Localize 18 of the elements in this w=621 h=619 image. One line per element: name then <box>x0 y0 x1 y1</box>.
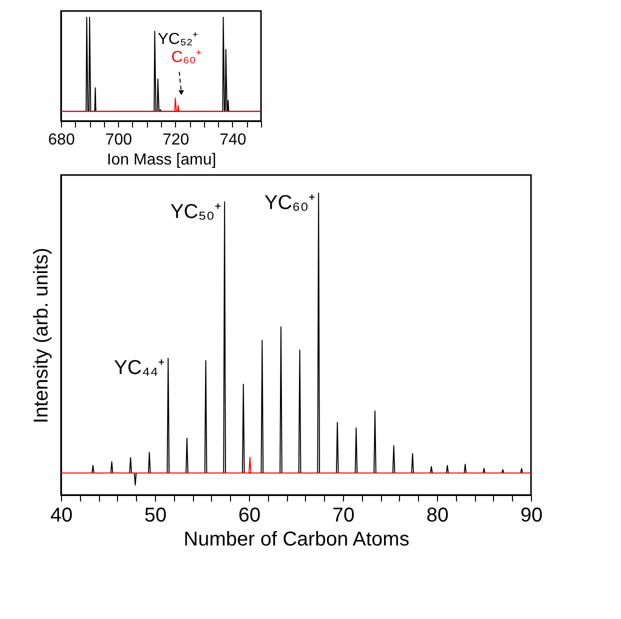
x-tick-label: 60 <box>238 504 261 526</box>
y-axis-title: Intensity (arb. units) <box>30 248 52 424</box>
x-tick-label: 50 <box>144 504 167 526</box>
annotation: YC₅₀⁺ <box>170 200 222 223</box>
annotation: C₆₀⁺ <box>171 49 201 66</box>
x-axis-title: Ion Mass [amu] <box>106 152 216 168</box>
annotation: YC₅₂⁺ <box>158 31 198 48</box>
x-tick-label: 80 <box>426 504 449 526</box>
x-tick-label: 740 <box>220 132 246 148</box>
annotation: YC₆₀⁺ <box>264 192 316 214</box>
x-tick-label: 40 <box>50 504 73 526</box>
x-axis-title: Number of Carbon Atoms <box>184 528 410 550</box>
x-tick-label: 90 <box>520 504 543 526</box>
x-tick-label: 680 <box>48 132 75 148</box>
x-tick-label: 700 <box>105 132 132 148</box>
x-tick-label: 70 <box>332 504 355 526</box>
x-tick-label: 720 <box>162 132 190 148</box>
annotation: YC₄₄⁺ <box>114 357 166 380</box>
